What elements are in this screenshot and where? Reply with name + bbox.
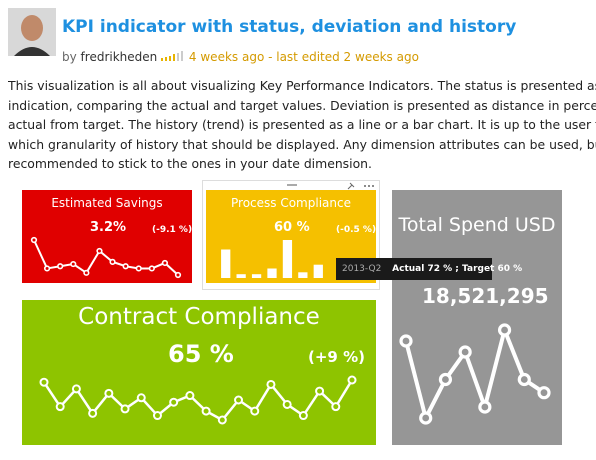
tile-title: Estimated Savings xyxy=(51,196,163,210)
tooltip-text: Actual 72 % ; Target 60 % xyxy=(392,264,523,274)
trend-point xyxy=(55,402,65,412)
trend-line xyxy=(33,239,179,276)
trend-bar xyxy=(267,268,277,278)
trend-point xyxy=(419,411,433,425)
trend-point xyxy=(83,269,90,276)
by: by xyxy=(62,50,77,64)
description-line: actual from target. The history (trend) … xyxy=(8,117,596,132)
tooltip: 2013-Q2 Actual 72 % ; Target 60 % xyxy=(336,258,522,280)
trend-point xyxy=(347,375,357,385)
trend-point xyxy=(331,402,341,412)
trend-point xyxy=(152,411,162,421)
trend-point xyxy=(169,397,179,407)
trend-point xyxy=(104,388,114,398)
trend-point xyxy=(399,334,413,348)
trend-chart xyxy=(221,240,323,278)
tile-value: 65 % xyxy=(168,340,234,368)
tile-title: Process Compliance xyxy=(231,196,351,210)
description: This visualization is all about visualiz… xyxy=(8,76,596,174)
trend-line xyxy=(404,323,546,424)
kpi-tile[interactable]: Total Spend USD 18,521,295 xyxy=(392,190,562,445)
kpi-tile[interactable]: Contract Compliance 65 % (+9 %) xyxy=(22,300,376,445)
trend-bar xyxy=(221,249,231,278)
kpi-tile[interactable]: Estimated Savings 3.2% (-9.1 %) xyxy=(22,190,192,283)
trend-chart xyxy=(30,236,182,279)
tile-value: 3.2% xyxy=(90,220,127,235)
tile-title: Contract Compliance xyxy=(78,304,320,330)
avatar xyxy=(8,8,56,56)
trend-point xyxy=(282,399,292,409)
description-line: indication, comparing the actual and tar… xyxy=(8,97,596,113)
trend-point xyxy=(266,379,276,389)
tooltip-period: 2013-Q2 xyxy=(342,264,382,274)
trend-point xyxy=(120,404,130,414)
trend-point xyxy=(30,236,38,244)
tile-deviation: (-0.5 %) xyxy=(336,225,376,235)
trend-point xyxy=(497,323,512,337)
trend-point xyxy=(174,271,182,279)
tile-title: Total Spend USD xyxy=(398,214,556,236)
trend-point xyxy=(57,263,64,270)
trend-bar xyxy=(236,274,246,278)
trend-point xyxy=(71,384,81,394)
trend-point xyxy=(438,372,453,387)
byline: by fredrikheden 4 weeks ago - last edite… xyxy=(62,50,419,64)
tile-value: 60 % xyxy=(274,220,310,235)
trend-point xyxy=(96,247,103,255)
description-line: which granularity of history that should… xyxy=(8,136,596,152)
trend-bar xyxy=(313,264,323,278)
trend-bar xyxy=(251,274,262,278)
description-line: recommended to stick to the ones in your… xyxy=(8,156,372,171)
description-line: This visualization is all about visualiz… xyxy=(8,78,596,93)
trend-point xyxy=(458,345,472,359)
tile-actions[interactable] xyxy=(345,181,379,191)
trend-point xyxy=(122,263,129,270)
trend-point xyxy=(315,386,325,396)
trend-point xyxy=(185,391,195,401)
trend-point xyxy=(136,393,146,403)
trend-point xyxy=(148,265,155,272)
trend-chart xyxy=(399,323,551,425)
tile-deviation: (+9 %) xyxy=(308,348,365,366)
tile-deviation: (-9.1 %) xyxy=(152,225,192,235)
trend-point xyxy=(109,258,116,265)
trend-point xyxy=(201,406,211,416)
timestamp: 4 weeks ago - last edited 2 weeks ago xyxy=(188,50,419,64)
page-title[interactable]: KPI indicator with status, deviation and… xyxy=(62,17,517,37)
trend-point xyxy=(161,259,169,267)
trend-point xyxy=(298,411,308,421)
rank-icon xyxy=(161,51,184,61)
trend-point xyxy=(517,372,531,387)
tile-focus-frame xyxy=(202,180,380,290)
trend-point xyxy=(70,260,77,268)
trend-point xyxy=(537,386,551,400)
trend-point xyxy=(217,415,227,425)
tile-value: 18,521,295 xyxy=(422,284,549,308)
trend-point xyxy=(234,395,244,405)
trend-point xyxy=(88,408,98,418)
trend-point xyxy=(478,400,492,414)
trend-bar xyxy=(298,272,308,278)
trend-point xyxy=(43,265,51,272)
trend-chart xyxy=(39,375,357,425)
trend-point xyxy=(135,265,142,272)
trend-point xyxy=(250,406,260,416)
trend-point xyxy=(39,377,49,387)
author[interactable]: fredrikheden xyxy=(80,50,158,64)
trend-bar xyxy=(282,240,293,278)
